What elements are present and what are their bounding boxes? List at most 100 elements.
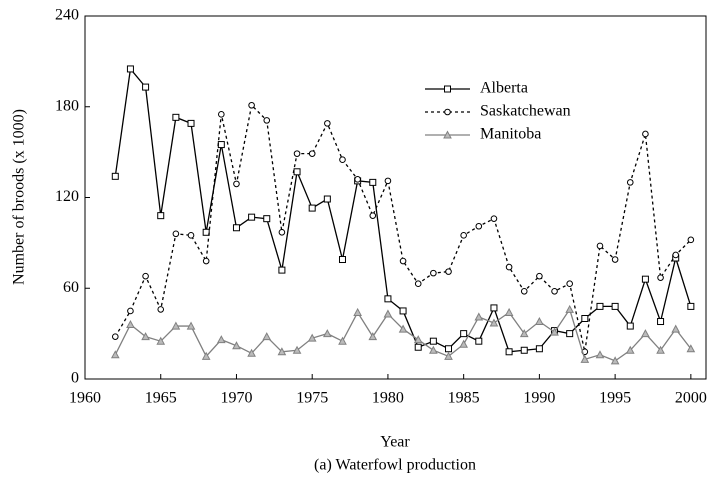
plot-frame — [84, 15, 707, 380]
data-point — [474, 312, 484, 321]
data-point — [172, 230, 180, 238]
data-point — [565, 304, 575, 313]
legend-marker — [444, 85, 451, 93]
data-point — [202, 228, 210, 236]
data-point — [216, 335, 226, 344]
data-point — [611, 302, 619, 310]
data-point — [656, 345, 665, 354]
data-point — [657, 318, 665, 326]
data-point — [157, 212, 165, 220]
data-point — [444, 351, 453, 360]
data-point — [353, 307, 362, 316]
data-point — [111, 172, 119, 180]
data-point — [277, 347, 287, 356]
data-point — [308, 204, 316, 212]
data-point — [338, 256, 346, 264]
data-point — [475, 222, 483, 230]
data-point — [504, 307, 514, 316]
data-point — [566, 330, 574, 338]
data-point — [672, 251, 680, 259]
y-tick-label: 180 — [55, 97, 79, 114]
data-point — [399, 257, 407, 265]
y-tick-label: 60 — [63, 279, 79, 296]
data-point — [127, 307, 134, 315]
x-tick-label: 2000 — [675, 390, 707, 407]
data-point — [263, 215, 271, 223]
data-point — [610, 356, 620, 365]
data-point — [580, 354, 590, 363]
data-point — [398, 324, 408, 333]
data-point — [324, 120, 331, 127]
data-point — [535, 345, 543, 353]
data-point — [459, 339, 468, 348]
data-point — [248, 101, 255, 109]
data-point — [307, 333, 317, 342]
data-point — [687, 302, 695, 310]
x-tick-label: 1995 — [599, 390, 631, 407]
data-point — [172, 113, 180, 121]
data-point — [414, 343, 422, 351]
data-point — [233, 180, 240, 188]
data-point — [414, 280, 422, 288]
data-point — [626, 322, 634, 330]
data-point — [308, 150, 316, 157]
data-point — [339, 156, 346, 163]
x-tick-label: 1960 — [69, 390, 101, 407]
data-point — [171, 321, 181, 330]
data-point — [187, 119, 195, 127]
data-point — [383, 309, 393, 318]
data-point — [671, 324, 681, 333]
x-tick-label: 1980 — [372, 390, 404, 407]
data-point — [551, 287, 558, 295]
chart-title: (a) Waterfowl production — [314, 457, 476, 474]
data-point — [429, 337, 437, 345]
data-point — [111, 333, 119, 340]
data-point — [519, 329, 529, 338]
data-point — [187, 232, 195, 239]
data-point — [369, 212, 377, 219]
data-point — [642, 130, 649, 138]
data-point — [263, 117, 271, 124]
series-line — [114, 103, 692, 352]
legend-label: Manitoba — [480, 126, 541, 143]
data-point — [232, 224, 240, 232]
data-point — [460, 330, 468, 338]
data-point — [248, 213, 256, 221]
legend-marker — [443, 130, 452, 139]
data-point — [369, 178, 377, 186]
data-point — [429, 345, 438, 354]
data-point — [596, 302, 604, 310]
data-point — [141, 332, 150, 341]
data-point — [262, 332, 272, 341]
data-point — [232, 341, 241, 350]
data-point — [626, 179, 634, 186]
data-point — [338, 336, 347, 345]
data-point — [126, 319, 135, 329]
data-point — [142, 272, 149, 280]
data-point — [490, 304, 498, 312]
x-tick-label: 1990 — [523, 390, 555, 407]
data-point — [505, 263, 513, 271]
data-point — [505, 348, 513, 356]
data-point — [641, 329, 650, 338]
data-point — [217, 141, 225, 149]
data-point — [686, 344, 696, 353]
data-point — [611, 256, 619, 263]
data-point — [520, 346, 528, 354]
data-point — [399, 307, 407, 315]
data-point — [354, 176, 361, 183]
y-axis-label: Number of broods (x 1000) — [11, 109, 28, 285]
data-point — [520, 287, 528, 295]
data-point — [110, 350, 120, 359]
data-point — [157, 306, 165, 313]
data-point — [156, 336, 166, 345]
data-point — [202, 257, 210, 265]
data-point — [278, 228, 286, 236]
data-point — [581, 315, 589, 322]
data-point — [595, 350, 605, 359]
data-point — [293, 168, 301, 176]
data-point — [445, 345, 453, 353]
data-point — [323, 329, 332, 338]
x-tick-label: 1965 — [145, 390, 177, 407]
